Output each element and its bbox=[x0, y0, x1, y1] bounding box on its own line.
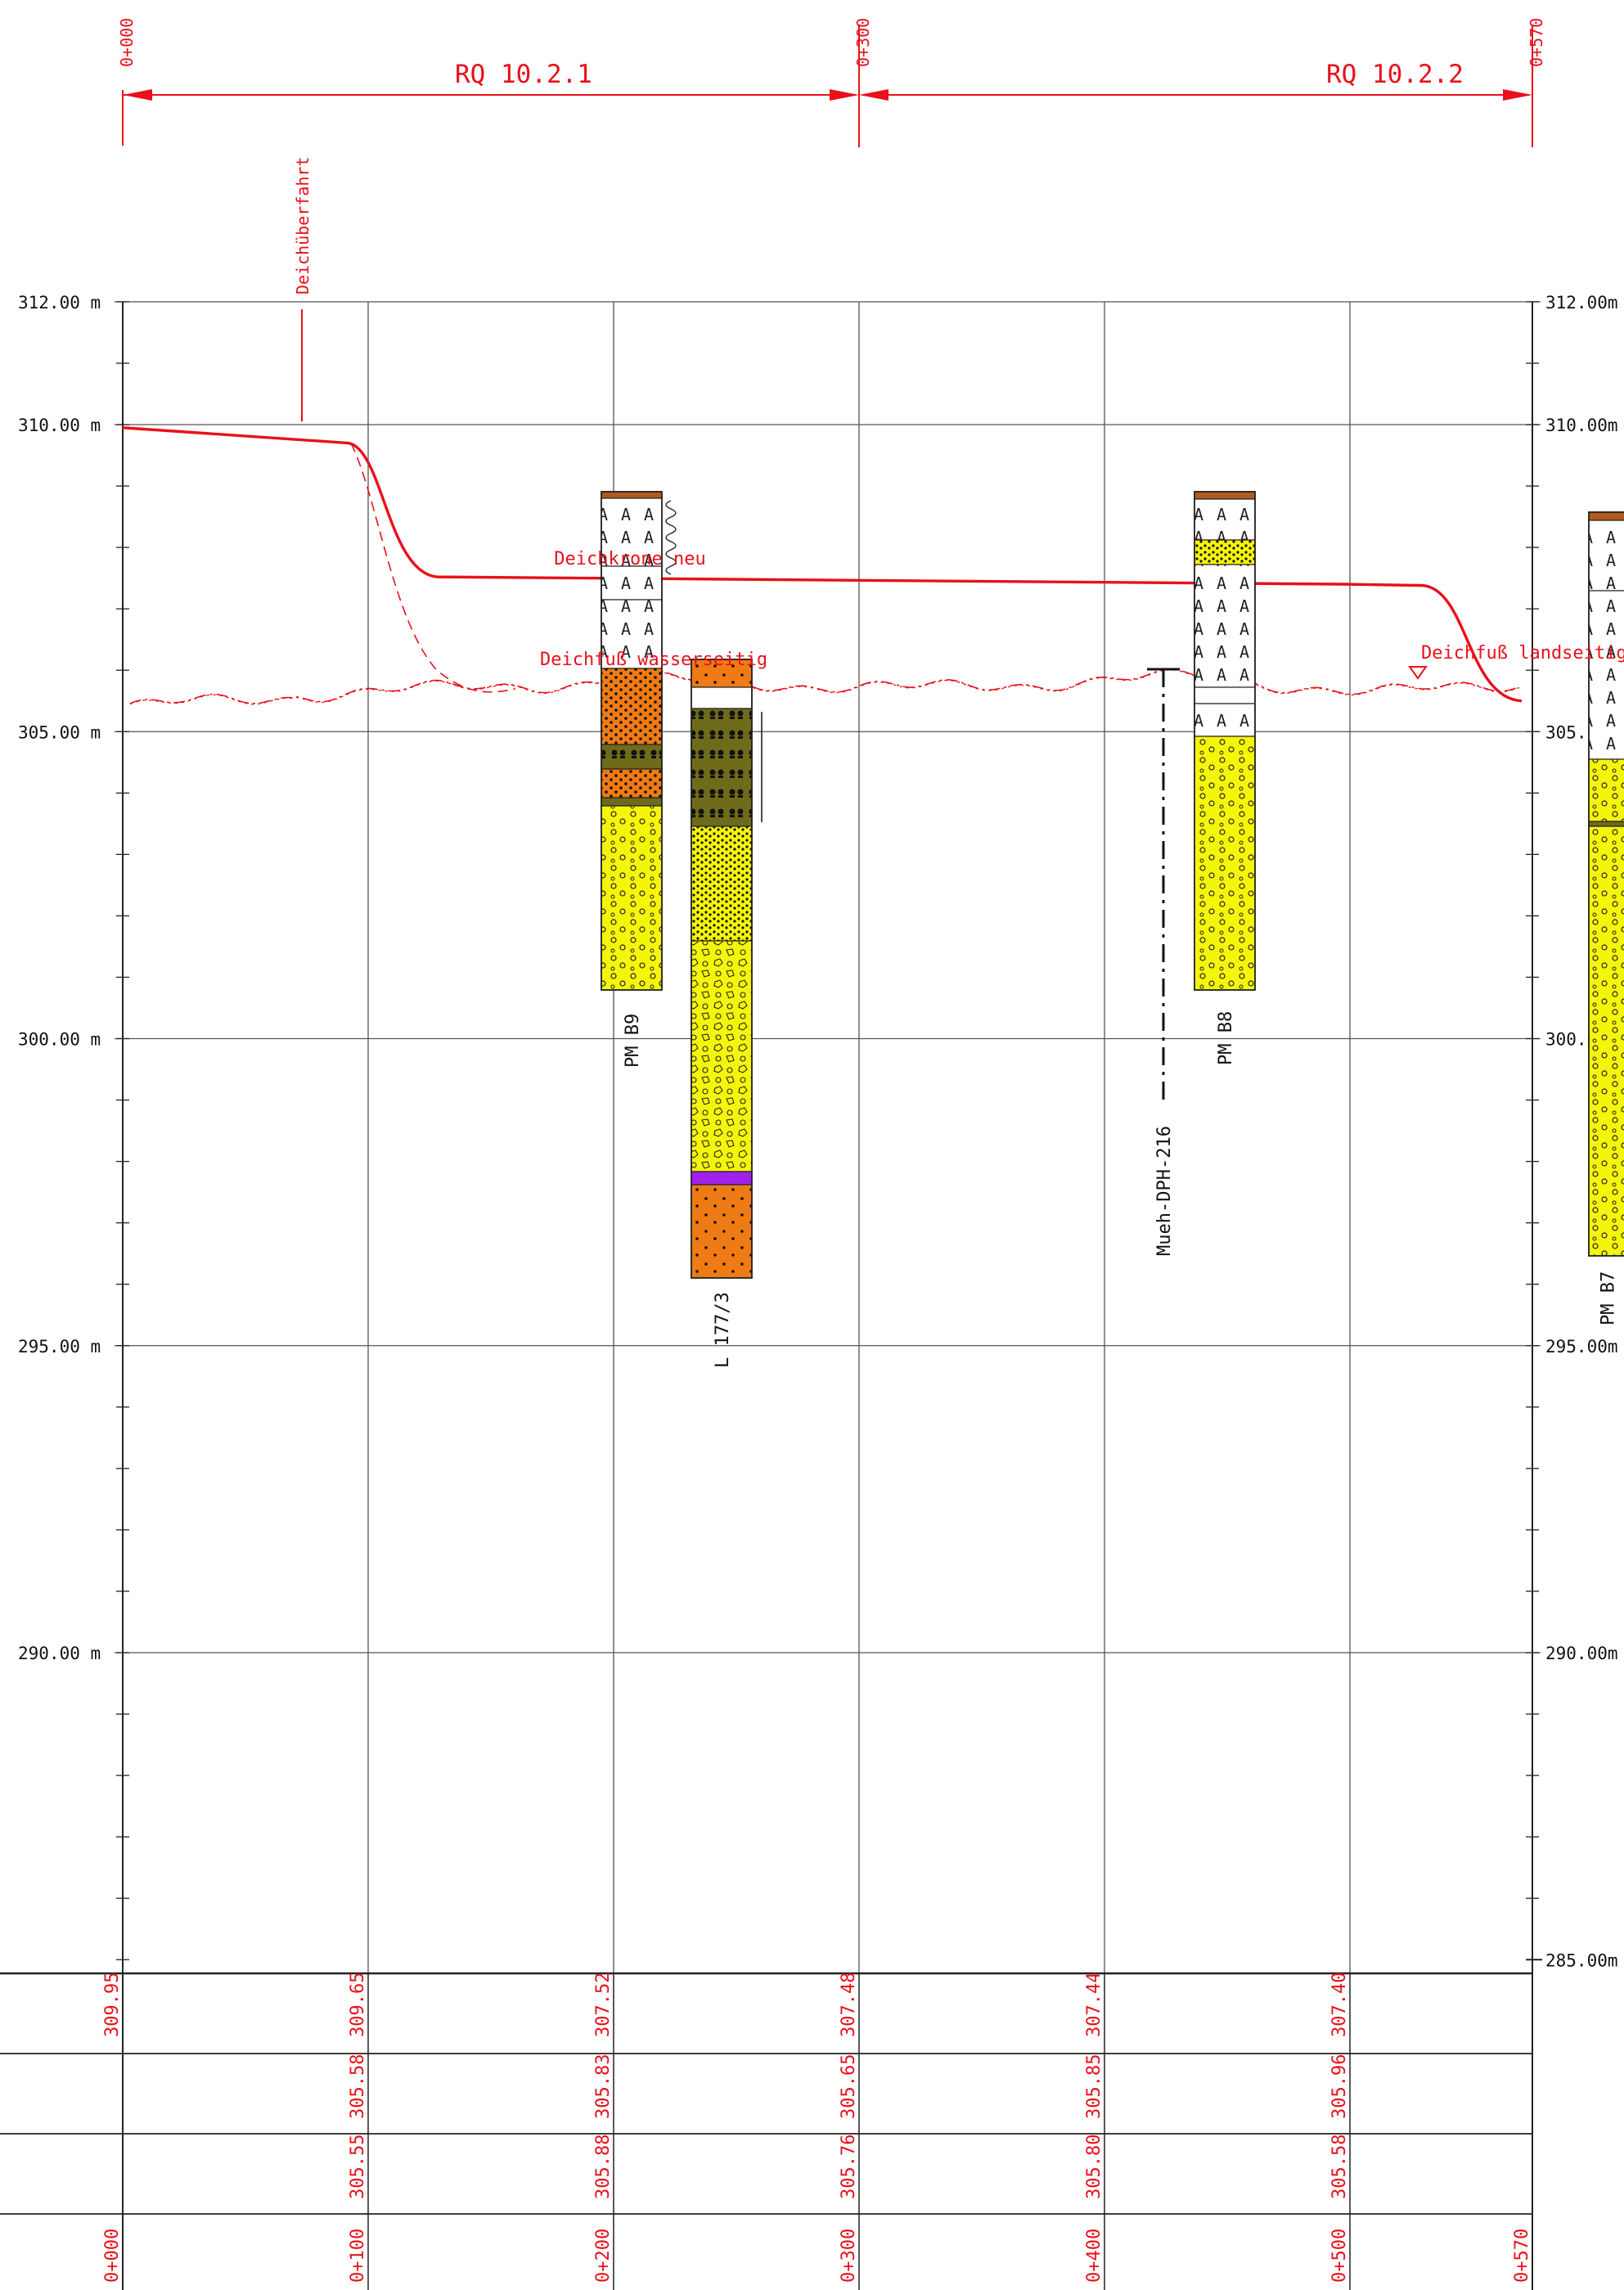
soil-layer bbox=[691, 708, 753, 827]
dimension-arrowhead bbox=[123, 89, 152, 101]
soil-layer bbox=[1194, 498, 1256, 541]
table-value-toe-land: 305.76 bbox=[839, 2135, 859, 2199]
soil-layer bbox=[1194, 491, 1256, 500]
elevation-label-right: 295.00m bbox=[1545, 1337, 1618, 1356]
soil-layer bbox=[691, 686, 753, 709]
borehole-outline bbox=[691, 659, 753, 1279]
table-value-crest: 307.52 bbox=[593, 1973, 614, 2037]
soil-layer bbox=[1194, 539, 1256, 565]
soil-layer bbox=[1588, 511, 1624, 521]
ground-line-water bbox=[129, 668, 1520, 704]
section-label: RQ 10.2.2 bbox=[1326, 60, 1464, 89]
soil-layer bbox=[1194, 736, 1256, 991]
table-value-toe-water: 305.96 bbox=[1329, 2054, 1350, 2119]
elevation-label-left: 312.00 m bbox=[18, 293, 101, 313]
soil-layer bbox=[601, 565, 663, 601]
toe-water-label: Deichfuß wasserseitig bbox=[540, 650, 767, 670]
borehole-name: L 177/3 bbox=[713, 1292, 733, 1368]
soil-layer bbox=[1194, 564, 1256, 688]
table-value-crest: 307.48 bbox=[839, 1973, 859, 2037]
soil-layer bbox=[1194, 686, 1256, 704]
dimension-arrowhead bbox=[830, 89, 859, 101]
soil-layer bbox=[601, 768, 663, 799]
borehole-outline bbox=[1588, 511, 1624, 1257]
station-label-bottom: 0+000 bbox=[102, 2229, 123, 2283]
elevation-label-right: 312.00m bbox=[1545, 293, 1618, 313]
soil-layer bbox=[1588, 590, 1624, 760]
elevation-label-right: 310.00m bbox=[1545, 416, 1618, 435]
toe-land-label: Deichfuß landseitig bbox=[1421, 643, 1624, 664]
station-label-top: 0+570 bbox=[1527, 18, 1546, 67]
soil-layer bbox=[691, 1171, 753, 1185]
elevation-label-right: 290.00m bbox=[1545, 1644, 1618, 1663]
soil-layer bbox=[1588, 826, 1624, 1257]
borehole-pm-b7: PM B7 bbox=[1588, 511, 1624, 1325]
section-label: RQ 10.2.1 bbox=[455, 60, 592, 89]
elevation-label-left: 290.00 m bbox=[18, 1644, 101, 1663]
table-value-toe-water: 305.83 bbox=[593, 2054, 614, 2119]
dimension-arrowhead bbox=[1503, 89, 1532, 101]
table-value-toe-land: 305.88 bbox=[593, 2135, 614, 2199]
soil-layer bbox=[601, 497, 663, 567]
station-label-bottom: 0+400 bbox=[1084, 2229, 1104, 2283]
table-value-crest: 309.65 bbox=[348, 1973, 368, 2037]
table-value-crest: 309.95 bbox=[102, 1973, 123, 2037]
borehole-pm-b9: PM B9 bbox=[601, 491, 663, 1068]
station-label-bottom: 0+300 bbox=[839, 2229, 859, 2283]
soil-layer bbox=[1588, 758, 1624, 822]
crest-label: Deichkrone neu bbox=[554, 549, 705, 569]
station-label-bottom: 0+570 bbox=[1512, 2229, 1532, 2283]
borehole-name: PM B7 bbox=[1599, 1271, 1619, 1325]
soil-layer bbox=[691, 940, 753, 1172]
probe-name: Mueh-DPH-216 bbox=[1154, 1126, 1175, 1256]
soil-layer bbox=[601, 599, 663, 669]
crossing-label: Deichüberfahrt bbox=[293, 156, 313, 295]
borehole-name: PM B9 bbox=[623, 1014, 643, 1068]
table-value-toe-water: 305.65 bbox=[839, 2054, 859, 2119]
existing-slope-line bbox=[350, 443, 516, 693]
station-label-top: 0+000 bbox=[117, 18, 137, 67]
crest-design-line bbox=[122, 426, 1523, 703]
table-value-toe-water: 305.85 bbox=[1084, 2054, 1104, 2119]
elevation-label-left: 295.00 m bbox=[18, 1337, 101, 1356]
soil-layer bbox=[601, 491, 663, 499]
soil-layer bbox=[601, 668, 663, 745]
soil-layer bbox=[601, 797, 663, 807]
consistency-mark bbox=[665, 500, 677, 575]
soil-layer bbox=[1588, 821, 1624, 827]
table-value-crest: 307.40 bbox=[1329, 1973, 1350, 2037]
toe-land-marker bbox=[1408, 666, 1428, 680]
elevation-label-left: 305.00 m bbox=[18, 722, 101, 742]
station-label-bottom: 0+200 bbox=[593, 2229, 614, 2283]
soil-layer bbox=[691, 1184, 753, 1279]
soil-layer bbox=[601, 744, 663, 770]
table-value-toe-land: 305.80 bbox=[1084, 2135, 1104, 2199]
dimension-arrowhead bbox=[859, 89, 888, 101]
elevation-label-left: 300.00 m bbox=[18, 1030, 101, 1050]
borehole-outline bbox=[601, 491, 663, 991]
elevation-label-right: 285.00m bbox=[1545, 1950, 1618, 1970]
table-value-toe-land: 305.55 bbox=[348, 2135, 368, 2199]
borehole-name: PM B8 bbox=[1216, 1011, 1236, 1065]
table-value-toe-water: 305.58 bbox=[348, 2054, 368, 2119]
table-value-toe-land: 305.58 bbox=[1329, 2135, 1350, 2199]
elevation-label-left: 310.00 m bbox=[18, 416, 101, 435]
station-label-top: 0+300 bbox=[853, 18, 873, 67]
soil-layer bbox=[1588, 520, 1624, 592]
soil-layer bbox=[691, 826, 753, 942]
soil-layer bbox=[601, 805, 663, 991]
soil-layer bbox=[1194, 703, 1256, 737]
station-label-bottom: 0+500 bbox=[1329, 2229, 1350, 2283]
station-label-bottom: 0+100 bbox=[348, 2229, 368, 2283]
borehole-l-177-3: L 177/3 bbox=[691, 659, 753, 1368]
table-value-crest: 307.44 bbox=[1084, 1973, 1104, 2037]
borehole-outline bbox=[1194, 491, 1256, 991]
borehole-pm-b8: PM B8 bbox=[1194, 491, 1256, 1065]
ground-line-land bbox=[129, 668, 1520, 705]
